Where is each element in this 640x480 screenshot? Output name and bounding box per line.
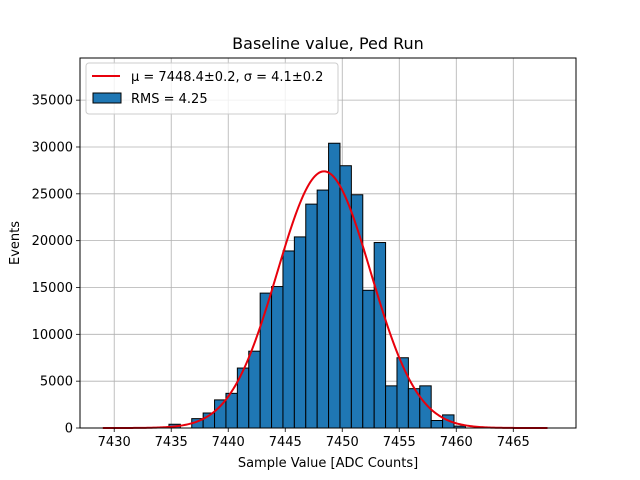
histogram-bar [259, 292, 273, 429]
x-tick-label: 7445 [269, 435, 302, 450]
y-tick-label: 35000 [32, 94, 73, 109]
histogram-bar [305, 203, 318, 429]
legend: μ = 7448.4±0.2, σ = 4.1±0.2 RMS = 4.25 [85, 62, 339, 115]
legend-fit-label: μ = 7448.4±0.2, σ = 4.1±0.2 [131, 70, 323, 85]
plot-area-frame [79, 57, 577, 429]
y-tick-label: 5000 [40, 375, 73, 390]
y-tick-label: 0 [65, 422, 73, 437]
x-axis-ticks: 7430 7435 7440 7445 7450 7455 7460 7465 [98, 428, 530, 450]
gaussian-fit-curve [102, 170, 548, 429]
histogram-bar [385, 385, 398, 429]
x-tick-label: 7450 [326, 435, 359, 450]
x-tick-label: 7465 [497, 435, 530, 450]
legend-histogram-label: RMS = 4.25 [131, 92, 208, 107]
y-tick-label: 30000 [32, 140, 73, 155]
y-tick-label: 25000 [32, 187, 73, 202]
histogram-bar [430, 420, 444, 429]
x-tick-label: 7430 [98, 435, 131, 450]
histogram-bars [168, 142, 466, 429]
y-tick-label: 20000 [32, 234, 73, 249]
histogram-bar [282, 250, 295, 429]
y-tick-label: 15000 [32, 281, 73, 296]
y-axis-ticks: 0 5000 10000 15000 20000 25000 30000 35000 [32, 94, 80, 437]
legend-frame [85, 62, 339, 115]
histogram-bar [271, 286, 284, 429]
y-tick-label: 10000 [32, 328, 73, 343]
histogram-bar [328, 142, 341, 429]
x-tick-label: 7460 [440, 435, 473, 450]
histogram-bar [293, 236, 307, 429]
histogram-bar [214, 399, 227, 429]
chart-title: Baseline value, Ped Run [232, 34, 424, 53]
histogram-bar [248, 350, 261, 429]
histogram-bar [316, 189, 330, 429]
histogram-bar [362, 289, 375, 429]
histogram-bar [373, 242, 387, 429]
x-axis-label: Sample Value [ADC Counts] [238, 456, 418, 471]
x-tick-label: 7455 [383, 435, 416, 450]
histogram-bar [396, 357, 409, 429]
legend-histogram-swatch [92, 92, 122, 104]
y-axis-label: Events [8, 221, 23, 265]
x-tick-label: 7440 [212, 435, 245, 450]
x-tick-label: 7435 [155, 435, 188, 450]
